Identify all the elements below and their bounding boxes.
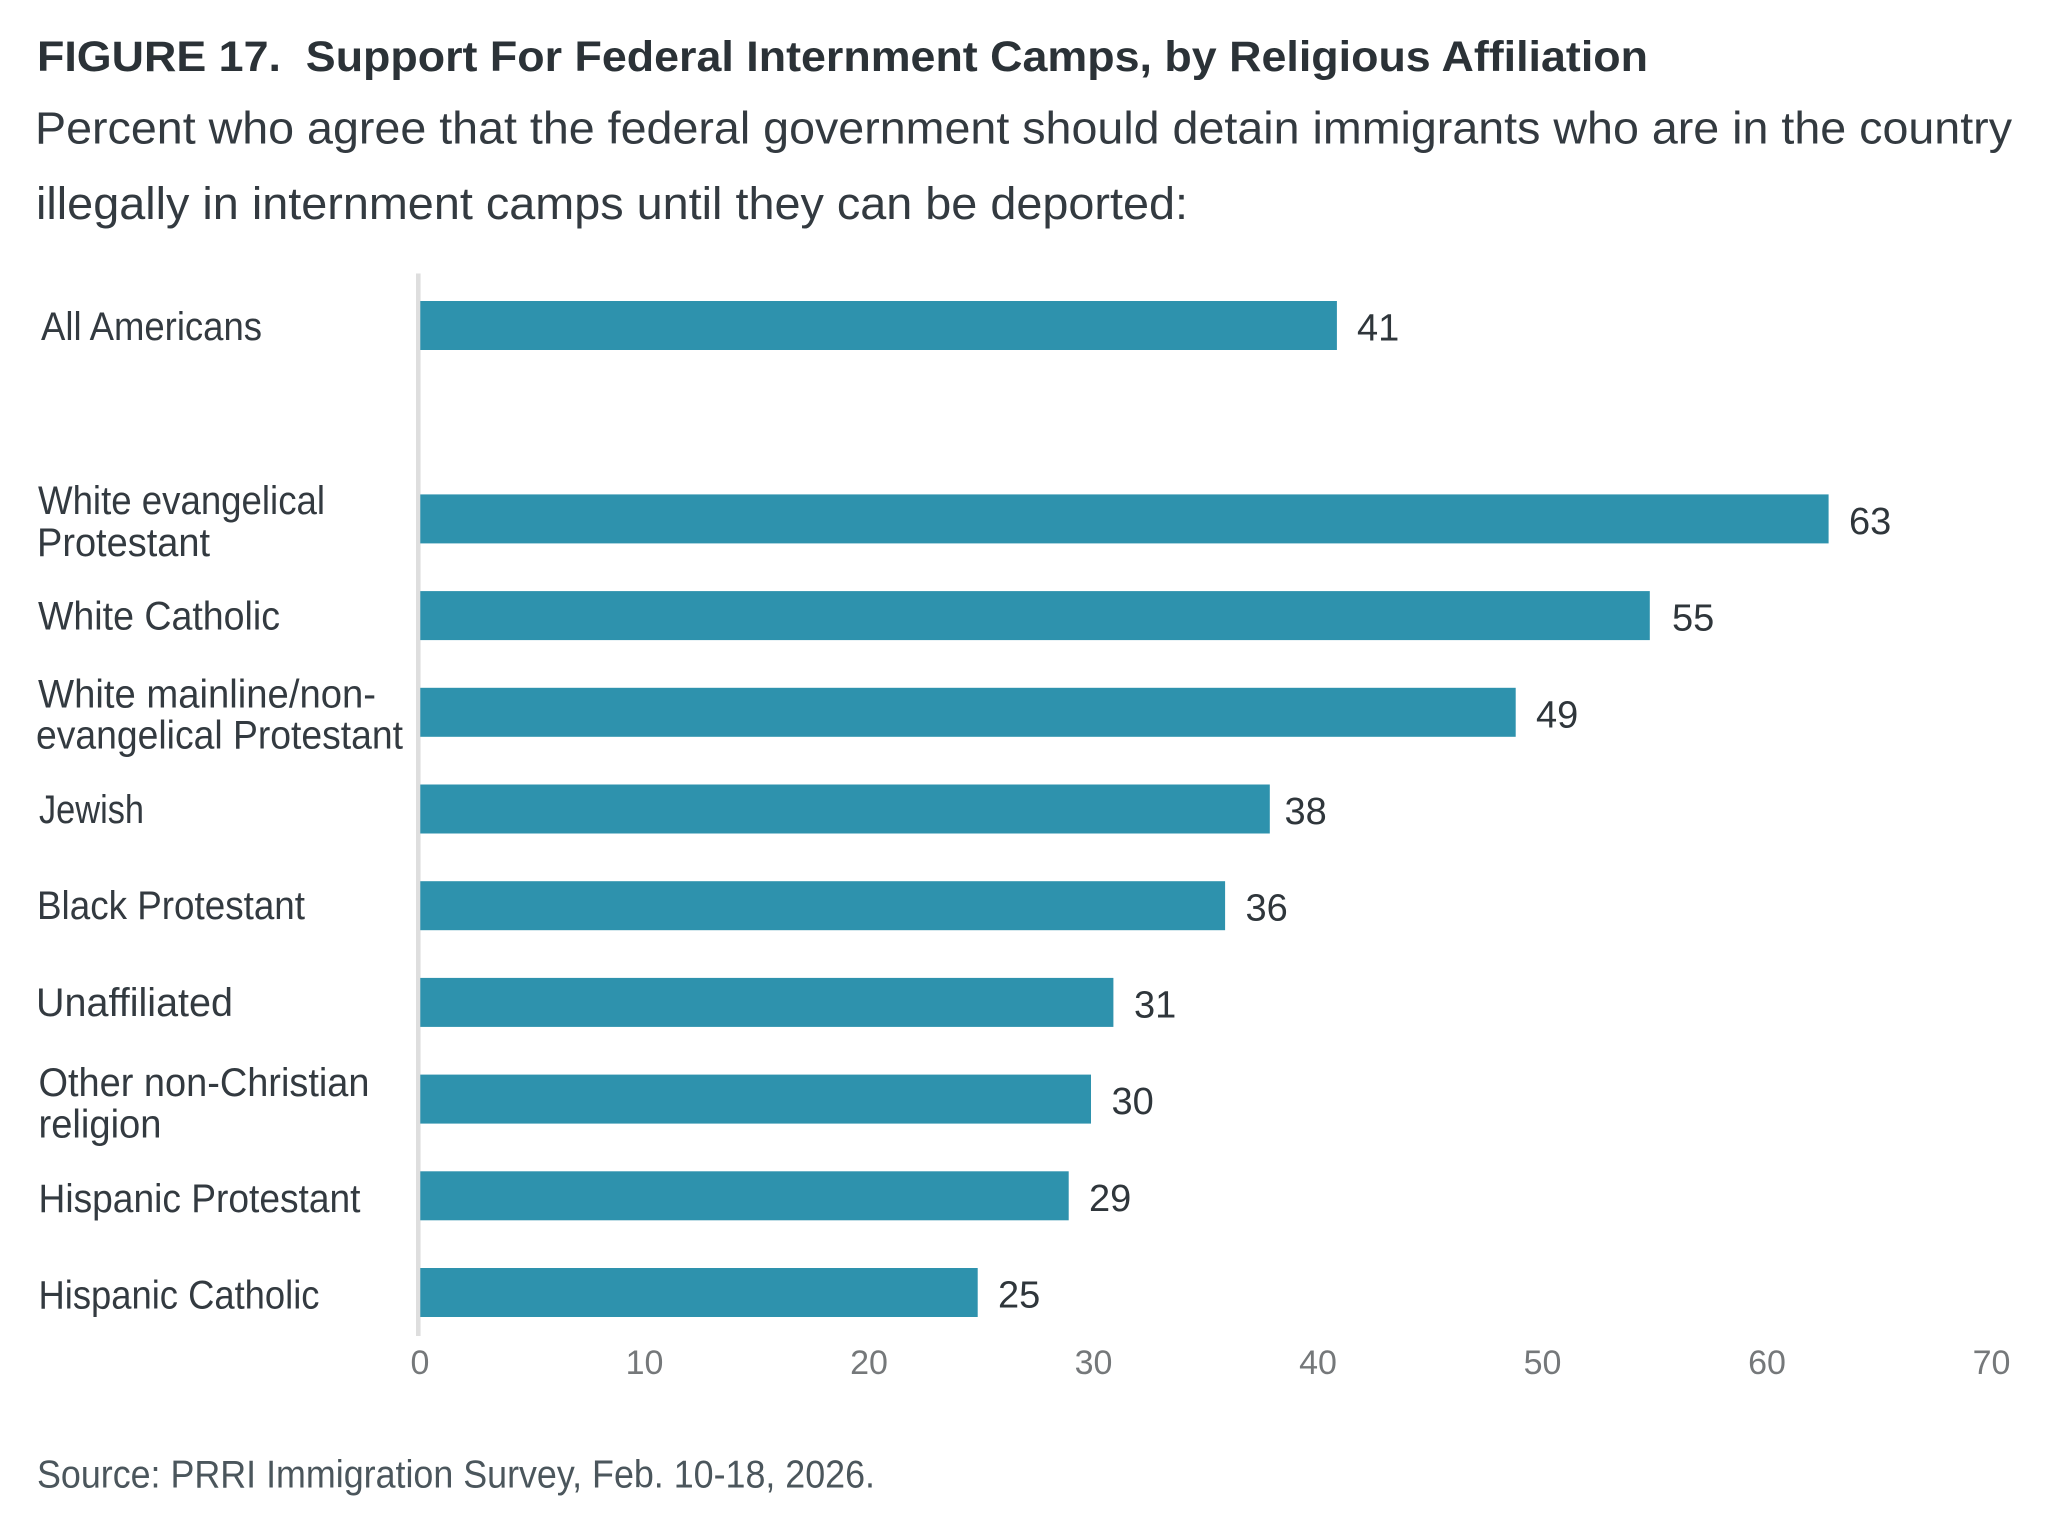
svg-text:illegally in internment camps: illegally in internment camps until they… [36,178,1188,229]
svg-text:Hispanic Catholic: Hispanic Catholic [39,1274,320,1318]
svg-text:FIGURE 17. Support For Federa: FIGURE 17. Support For Federal Internmen… [37,33,1648,81]
svg-text:31: 31 [1134,984,1176,1026]
svg-text:29: 29 [1089,1178,1131,1220]
svg-text:Unaffiliated: Unaffiliated [36,981,233,1025]
svg-text:evangelical Protestant: evangelical Protestant [36,713,403,757]
svg-text:All Americans: All Americans [41,305,262,349]
svg-text:41: 41 [1357,308,1399,350]
svg-text:Source: PRRI Immigration Surve: Source: PRRI Immigration Survey, Feb. 10… [37,1454,875,1497]
svg-text:White mainline/non-: White mainline/non- [38,672,376,716]
svg-text:25: 25 [998,1275,1040,1317]
svg-text:Protestant: Protestant [37,521,210,565]
svg-text:30: 30 [1075,1344,1113,1382]
svg-text:Other non-Christian: Other non-Christian [39,1061,370,1105]
svg-text:0: 0 [411,1344,430,1382]
svg-text:20: 20 [850,1344,888,1382]
svg-text:55: 55 [1672,598,1714,640]
svg-text:63: 63 [1849,501,1891,543]
svg-text:30: 30 [1112,1081,1154,1123]
svg-text:religion: religion [39,1103,162,1147]
svg-text:White Catholic: White Catholic [38,595,280,639]
svg-text:Black Protestant: Black Protestant [37,884,305,928]
svg-text:Jewish: Jewish [39,788,144,832]
svg-text:70: 70 [1973,1344,2011,1382]
svg-text:10: 10 [626,1344,664,1382]
svg-text:36: 36 [1246,888,1288,930]
svg-text:Percent who agree that the fed: Percent who agree that the federal gover… [35,103,2013,154]
svg-text:White evangelical: White evangelical [38,479,325,523]
svg-text:38: 38 [1285,791,1327,833]
svg-text:50: 50 [1524,1344,1562,1382]
svg-text:60: 60 [1748,1344,1786,1382]
svg-text:40: 40 [1299,1344,1337,1382]
svg-text:49: 49 [1536,694,1578,736]
svg-text:Hispanic Protestant: Hispanic Protestant [39,1177,361,1221]
